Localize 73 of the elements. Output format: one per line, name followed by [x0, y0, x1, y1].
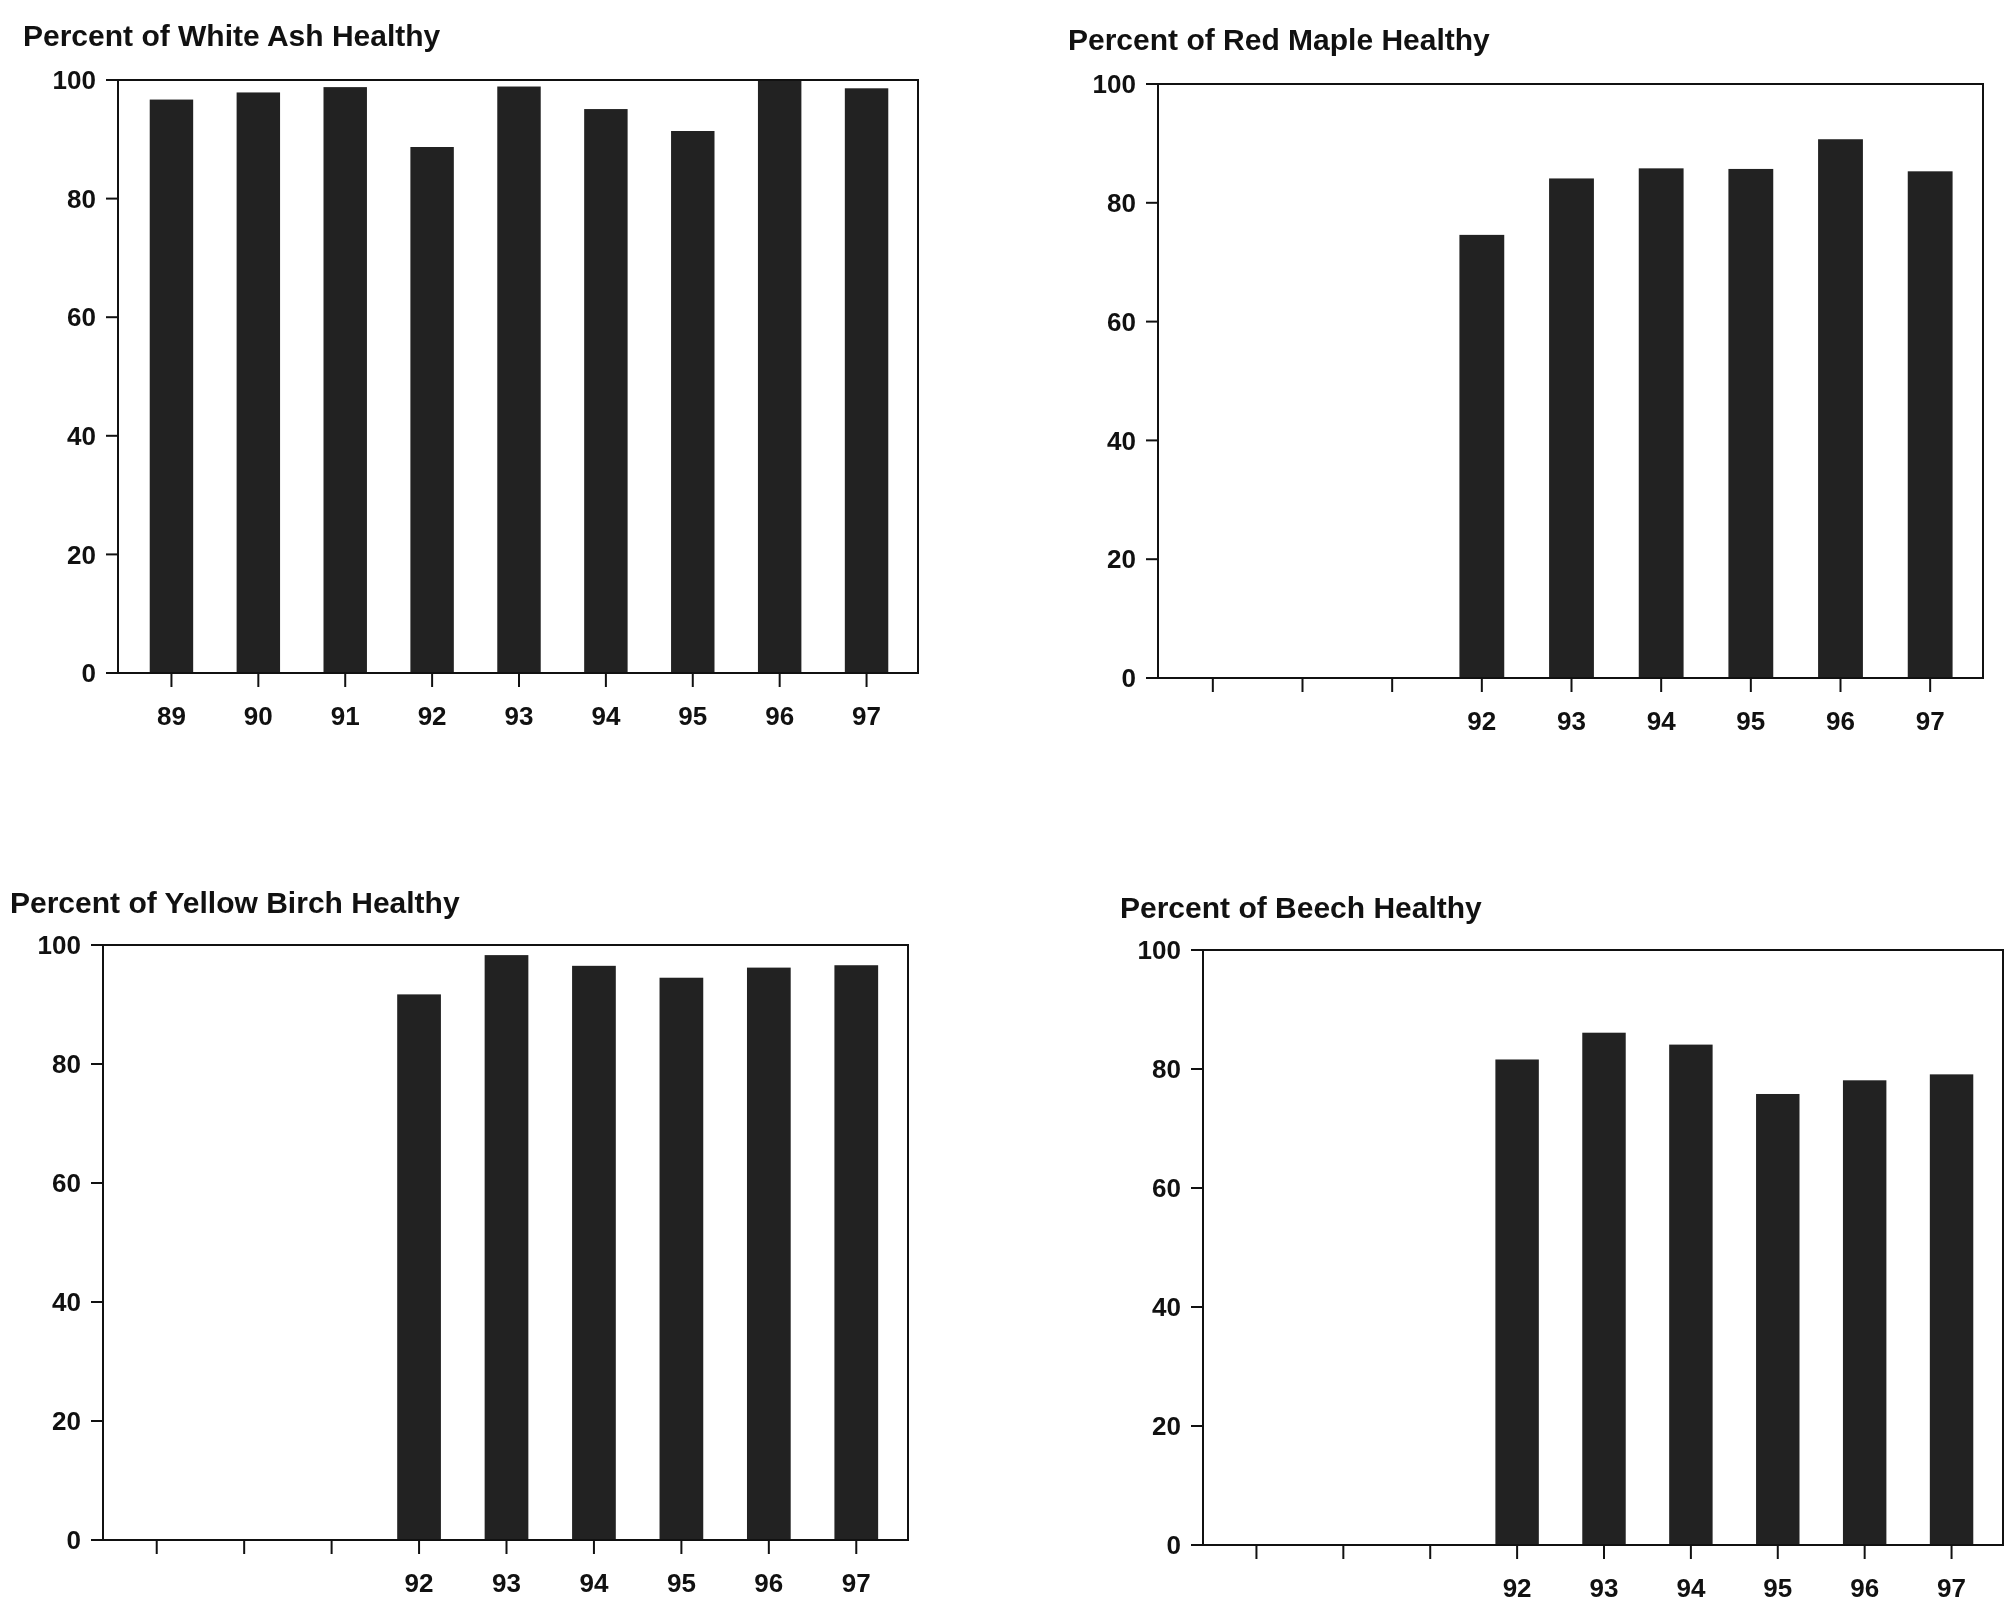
bar: [1842, 1080, 1887, 1546]
y-tick-label: 20: [67, 539, 96, 570]
y-tick-label: 60: [1152, 1173, 1181, 1204]
y-tick-label: 80: [52, 1049, 81, 1080]
bar: [484, 955, 529, 1540]
y-tick-label: 40: [1152, 1292, 1181, 1323]
y-tick-label: 40: [52, 1287, 81, 1318]
x-tick-label: 89: [156, 701, 186, 731]
x-tick-label: 97: [1915, 706, 1945, 736]
x-tick-label: 96: [1826, 706, 1855, 736]
chart-title: Percent of White Ash Healthy: [23, 19, 441, 52]
chart-title: Percent of Yellow Birch Healthy: [10, 886, 460, 919]
y-tick-label: 20: [1107, 544, 1136, 575]
x-tick-label: 93: [504, 701, 534, 731]
x-tick-label: 94: [591, 701, 621, 731]
x-tick-label: 95: [1736, 706, 1766, 736]
y-tick-label: 100: [1092, 69, 1136, 100]
y-tick-label: 40: [1107, 425, 1136, 456]
x-tick-label: 93: [492, 1568, 521, 1598]
bar: [1638, 168, 1684, 678]
chart-title: Percent of Red Maple Healthy: [1068, 23, 1491, 56]
x-tick-label: 91: [330, 701, 360, 731]
bar: [397, 994, 441, 1540]
x-tick-label: 96: [1850, 1573, 1880, 1601]
bar: [1459, 234, 1505, 678]
x-tick-label: 92: [404, 1568, 434, 1598]
y-tick-label: 80: [1107, 187, 1136, 218]
y-tick-label: 60: [67, 302, 96, 333]
y-tick-label: 40: [67, 420, 96, 451]
x-tick-label: 96: [754, 1568, 784, 1598]
x-tick-label: 92: [1502, 1573, 1532, 1601]
bar: [1728, 168, 1774, 678]
bar: [746, 967, 791, 1540]
y-tick-label: 80: [1152, 1054, 1181, 1085]
x-tick-label: 92: [417, 701, 447, 731]
bar: [834, 965, 879, 1540]
bar: [1929, 1074, 1974, 1545]
bar: [1907, 171, 1953, 678]
x-tick-label: 97: [841, 1568, 871, 1598]
x-tick-label: 94: [1676, 1573, 1706, 1601]
bar: [1818, 139, 1863, 678]
bar: [1669, 1044, 1713, 1545]
x-tick-label: 92: [1467, 706, 1497, 736]
y-tick-label: 100: [1137, 935, 1181, 966]
bar: [1582, 1032, 1626, 1545]
bar: [1495, 1059, 1539, 1545]
y-tick-label: 20: [1152, 1411, 1181, 1442]
x-tick-label: 97: [1937, 1573, 1967, 1601]
y-tick-label: 0: [1166, 1530, 1181, 1561]
x-tick-label: 90: [243, 701, 273, 731]
bar: [1549, 178, 1594, 678]
y-tick-label: 0: [1121, 663, 1136, 694]
y-tick-label: 20: [52, 1406, 81, 1437]
x-tick-label: 95: [1763, 1573, 1793, 1601]
y-tick-label: 60: [52, 1168, 81, 1199]
x-tick-label: 95: [666, 1568, 696, 1598]
bar: [572, 965, 616, 1540]
x-tick-label: 94: [1646, 706, 1677, 736]
x-tick-label: 95: [678, 701, 708, 731]
y-tick-label: 100: [52, 65, 96, 96]
bar: [1756, 1093, 1800, 1545]
y-tick-label: 0: [81, 658, 96, 689]
x-tick-label: 96: [765, 701, 795, 731]
x-tick-label: 94: [579, 1568, 609, 1598]
x-tick-label: 97: [852, 701, 882, 731]
y-tick-label: 0: [66, 1525, 81, 1556]
y-tick-label: 80: [67, 183, 96, 214]
chart-title: Percent of Beech Healthy: [1120, 891, 1483, 924]
x-tick-label: 93: [1589, 1573, 1619, 1601]
x-tick-label: 93: [1557, 706, 1586, 736]
bar: [659, 977, 704, 1540]
y-tick-label: 60: [1107, 306, 1136, 337]
y-tick-label: 100: [37, 930, 81, 961]
